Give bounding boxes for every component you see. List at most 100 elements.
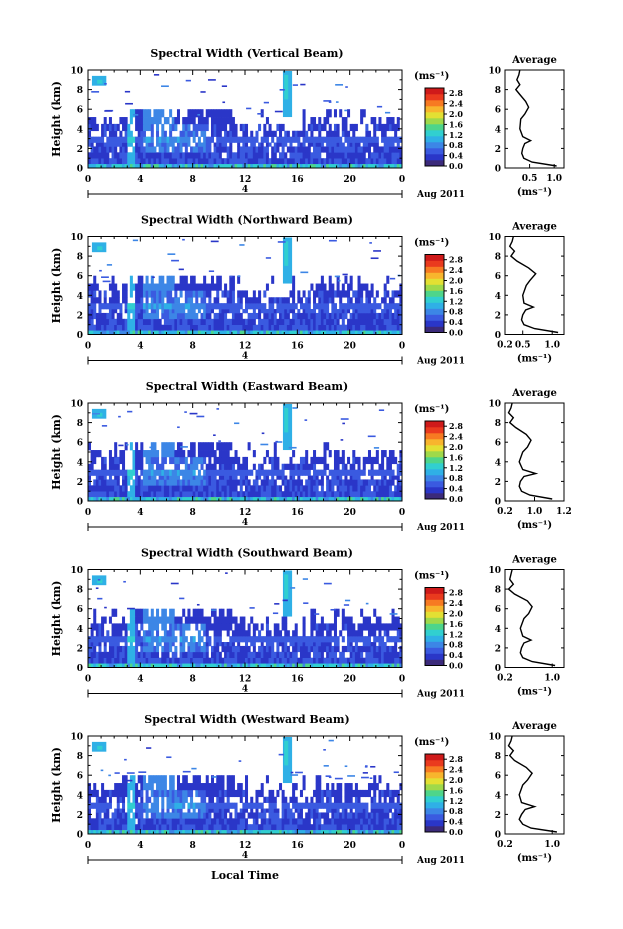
heatmap-cell: [362, 463, 366, 470]
heatmap-cell: [200, 651, 204, 658]
colorbar-tick-label: 0.8: [449, 140, 463, 150]
heatmap-cell: [320, 142, 324, 147]
heatmap-cell: [140, 324, 144, 331]
heatmap-cell: [326, 297, 330, 304]
heatmap-cell: [331, 485, 335, 492]
date-label: Aug 2011: [416, 523, 465, 533]
heatmap-cell: [171, 608, 175, 617]
heatmap-cell: [258, 123, 262, 132]
heatmap-cell: [229, 642, 233, 647]
heatmap-cell: [396, 309, 400, 314]
heatmap-cell: [373, 250, 381, 252]
heatmap-cell: [174, 303, 178, 310]
heatmap-cell: [208, 442, 212, 451]
heatmap-cell: [250, 318, 254, 325]
heatmap-cell: [90, 497, 94, 501]
heatmap-cell: [252, 324, 256, 331]
heatmap-cell: [271, 158, 275, 165]
heatmap-cell: [140, 164, 144, 168]
heatmap-cell: [237, 657, 241, 664]
heatmap-cell: [161, 312, 165, 320]
heatmap-cell: [114, 491, 118, 498]
heatmap-cell: [265, 623, 269, 631]
average-line: [514, 69, 557, 167]
heatmap-cell: [399, 636, 403, 643]
heatmap-cell: [129, 318, 133, 325]
heatmap-cell: [237, 318, 241, 325]
heatmap-cell: [148, 657, 152, 664]
heatmap-cell: [124, 117, 128, 125]
heatmap-cell: [174, 290, 178, 298]
heatmap-cell: [250, 146, 254, 153]
heatmap-cell: [145, 663, 149, 668]
heatmap-cell: [344, 117, 348, 125]
heatmap-cell: [352, 491, 356, 498]
heatmap-cell: [90, 297, 94, 304]
heatmap-cell: [234, 130, 238, 137]
heatmap-cell: [310, 623, 314, 631]
heatmap-cell: [176, 463, 180, 470]
heatmap-cell: [252, 450, 256, 458]
heatmap-cell: [381, 663, 385, 668]
heatmap-cell: [386, 312, 390, 320]
y-tick-label: 10: [70, 233, 83, 243]
heatmap-cell: [187, 136, 191, 143]
heatmap-cell: [297, 469, 301, 476]
heatmap-cell: [171, 616, 175, 624]
heatmap-cell: [344, 491, 348, 498]
heatmap-cell: [234, 657, 238, 664]
heatmap-cell: [265, 324, 269, 331]
heatmap-cell: [135, 616, 139, 624]
heatmap-cell: [124, 657, 128, 664]
heatmap-cell: [347, 297, 351, 304]
heatmap-cell: [394, 645, 398, 653]
heatmap-cell: [192, 136, 196, 143]
heatmap-cell: [331, 479, 335, 486]
heatmap-cell: [122, 616, 126, 624]
heatmap-cell: [213, 450, 217, 458]
heatmap-cell: [190, 463, 194, 470]
heatmap-cell: [242, 491, 246, 498]
heatmap-cell: [260, 469, 264, 476]
heatmap-cell: [142, 651, 146, 658]
heatmap-cell: [156, 663, 160, 668]
heatmap-cell: [132, 324, 136, 331]
heatmap-cell: [190, 469, 194, 476]
heatmap-cell: [349, 123, 353, 132]
heatmap-cell: [124, 123, 128, 132]
heatmap-cell: [305, 152, 309, 159]
heatmap-cell: [98, 645, 102, 653]
heatmap-cell: [174, 330, 178, 335]
heatmap-cell: [310, 324, 314, 331]
heatmap-cell: [297, 497, 301, 501]
heatmap-cell: [150, 469, 154, 476]
heatmap-cell: [318, 117, 322, 125]
heatmap-cell: [396, 158, 400, 165]
heatmap-cell: [116, 479, 120, 486]
heatmap-cell: [184, 290, 188, 298]
heatmap-cell: [357, 651, 361, 658]
heatmap-cell: [224, 303, 228, 310]
heatmap-cell: [299, 497, 303, 501]
heatmap-cell: [161, 450, 165, 458]
heatmap-cell: [333, 642, 337, 647]
heatmap-cell: [106, 330, 110, 335]
y-tick-label: 6: [77, 605, 83, 615]
heatmap-cell: [218, 491, 222, 498]
heatmap-cell: [166, 318, 170, 325]
heatmap-cell: [336, 324, 340, 331]
y-tick-label: 2: [77, 478, 83, 488]
heatmap-cell: [239, 330, 243, 335]
heatmap-cell: [182, 142, 186, 147]
heatmap-cell: [245, 645, 249, 653]
heatmap-cell: [315, 475, 319, 480]
heatmap-cell: [272, 612, 279, 615]
heatmap-cell: [297, 312, 301, 320]
heatmap-cell: [302, 645, 306, 653]
heatmap-cell: [373, 642, 377, 647]
heatmap-cell: [378, 657, 382, 664]
heatmap-cell: [192, 642, 196, 647]
heatmap-cell: [239, 164, 243, 168]
heatmap-cell: [260, 645, 264, 653]
heatmap-cell: [284, 164, 288, 168]
